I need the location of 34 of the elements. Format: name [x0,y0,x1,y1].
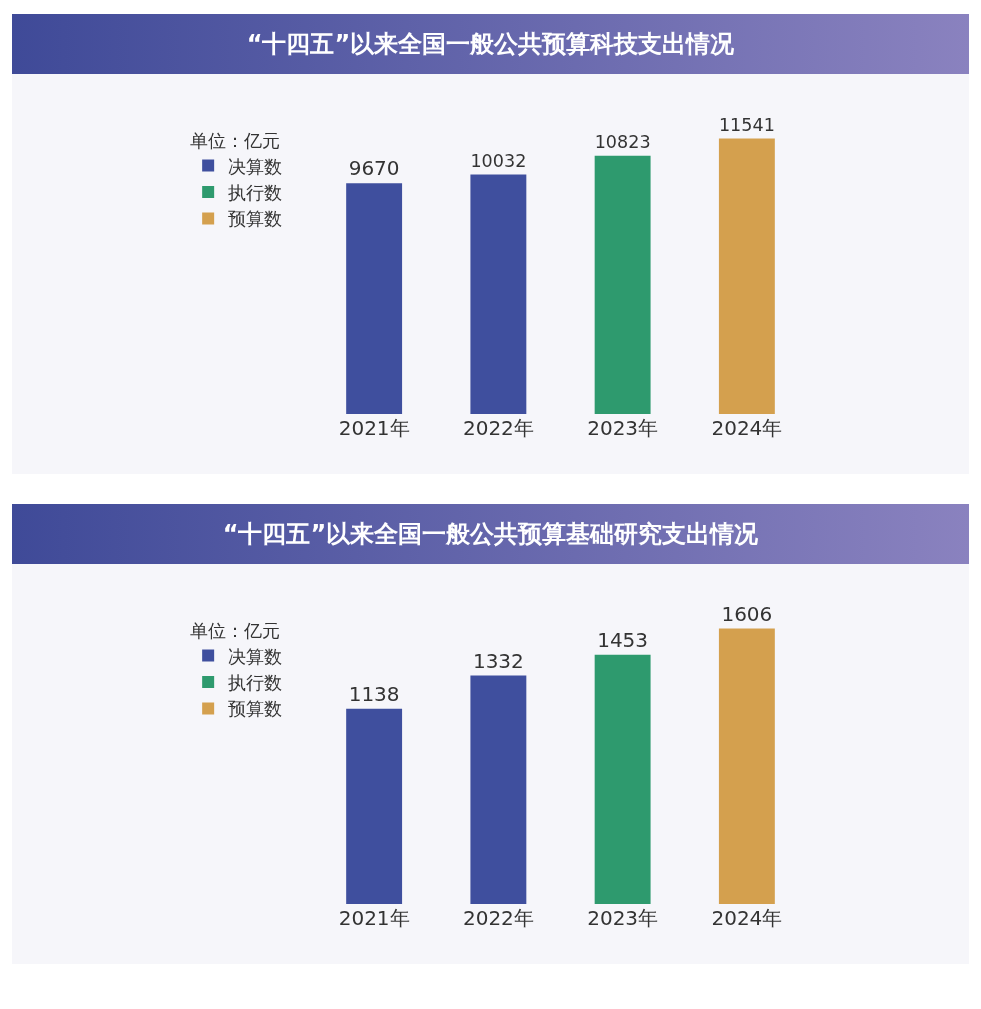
legend-label: 预算数 [228,698,283,720]
data-label: 9670 [348,156,400,181]
data-label: 11541 [718,115,775,136]
legend-label: 预算数 [228,208,283,230]
data-label: 1606 [721,601,773,626]
x-tick-label: 2024年 [711,416,783,440]
chart-title: “十四五”以来全国一般公共预算科技支出情况 [12,14,969,74]
legend-label: 决算数 [228,155,283,177]
x-tick-label: 2021年 [338,906,410,930]
legend-label: 决算数 [228,645,283,667]
data-label: 1332 [472,648,524,673]
data-label: 10823 [594,132,651,153]
data-label: 10032 [470,151,527,172]
legend-title: 单位：亿元 [190,130,281,152]
data-label: 1453 [597,627,649,652]
bar [594,155,651,414]
chart-title: “十四五”以来全国一般公共预算基础研究支出情况 [12,504,969,564]
bar [718,138,775,414]
bar [346,708,403,904]
bar [718,628,775,904]
bar [470,675,527,904]
x-tick-label: 2023年 [587,906,659,930]
x-tick-label: 2023年 [587,416,659,440]
bar [594,654,651,904]
bar [470,174,527,414]
x-tick-label: 2022年 [462,906,534,930]
bar [346,183,403,414]
data-label: 1138 [348,681,400,706]
x-tick-label: 2021年 [338,416,410,440]
x-tick-label: 2024年 [711,906,783,930]
legend-label: 执行数 [228,182,283,204]
legend-title: 单位：亿元 [190,620,281,642]
legend-label: 执行数 [228,672,283,694]
x-tick-label: 2022年 [462,416,534,440]
